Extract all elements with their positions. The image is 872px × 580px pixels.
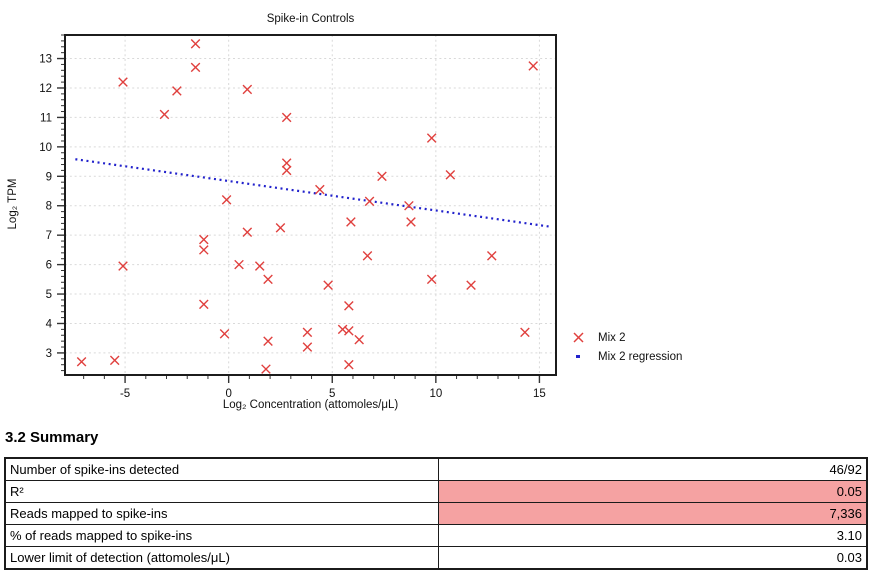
dot-marker-icon — [576, 355, 580, 358]
plot-frame — [64, 34, 557, 376]
data-point-marker — [254, 261, 265, 271]
data-point-marker — [242, 227, 253, 238]
data-point-marker — [337, 324, 348, 335]
metric-value: 46/92 — [438, 457, 868, 481]
data-point-marker — [190, 39, 201, 49]
scatter-plot: -5 0 5 10 15 3 4 5 6 7 8 9 10 11 12 13 — [39, 34, 557, 400]
data-point-marker — [199, 245, 209, 255]
data-point-marker — [172, 86, 182, 96]
y-tick-label: 8 — [46, 201, 52, 213]
data-point-marker — [234, 259, 244, 270]
metric-label: Lower limit of detection (attomoles/μL) — [4, 546, 439, 570]
data-point-marker — [76, 356, 87, 367]
table-row: R² 0.05 — [4, 480, 868, 503]
x-tick-label: 0 — [225, 388, 231, 400]
data-point-marker — [364, 196, 375, 207]
chart-title: Spike-in Controls — [266, 13, 355, 25]
data-point-marker — [426, 274, 437, 285]
data-point-marker — [344, 326, 354, 336]
chart-legend: Mix 2 Mix 2 regression — [572, 328, 682, 366]
y-tick-label: 13 — [39, 54, 52, 66]
data-point-marker — [486, 250, 497, 261]
data-point-marker — [315, 184, 325, 195]
data-point-marker — [109, 355, 120, 366]
data-point-marker — [281, 158, 292, 168]
data-point-marker — [281, 165, 292, 176]
legend-label-mix2: Mix 2 — [598, 331, 626, 344]
x-tick-label: 5 — [329, 388, 335, 400]
metric-label: R² — [4, 480, 439, 503]
data-point-marker — [323, 280, 333, 291]
x-tick-label: 15 — [533, 388, 546, 400]
data-point-marker — [520, 327, 530, 338]
legend-item-mix2: Mix 2 — [572, 328, 682, 347]
x-marker-icon — [573, 332, 584, 343]
data-point-marker — [199, 299, 209, 310]
y-tick-label: 4 — [46, 318, 53, 330]
x-axis-label: Log₂ Concentration (attomoles/μL) — [222, 399, 399, 411]
x-tick-label: -5 — [120, 388, 130, 400]
data-point-marker — [190, 62, 201, 73]
data-point-marker — [377, 171, 387, 182]
summary-table: Number of spike-ins detected 46/92 R² 0.05 R… — [4, 457, 868, 570]
y-tick-label: 11 — [40, 112, 52, 124]
data-point-marker — [404, 200, 414, 211]
table-row: % of reads mapped to spike-ins 3.10 — [4, 524, 868, 547]
y-tick-label: 12 — [39, 83, 52, 95]
table-row: Lower limit of detection (attomoles/μL) 0… — [4, 546, 868, 570]
legend-item-mix2-regression: Mix 2 regression — [572, 347, 682, 366]
data-point-marker — [281, 112, 292, 123]
y-tick-label: 5 — [46, 289, 52, 301]
data-point-marker — [354, 334, 364, 345]
data-point-marker — [302, 327, 313, 338]
y-tick-label: 7 — [46, 230, 52, 242]
metric-value: 3.10 — [438, 524, 868, 547]
legend-label-mix2-regression: Mix 2 regression — [598, 350, 683, 363]
metric-value: 7,336 — [438, 502, 868, 525]
metric-label: % of reads mapped to spike-ins — [4, 524, 439, 547]
data-point-marker — [302, 342, 313, 352]
regression-line — [75, 158, 553, 229]
y-tick-label: 6 — [46, 260, 52, 272]
data-point-marker — [118, 261, 128, 271]
summary-heading: 3.2 Summary — [5, 429, 99, 446]
data-point-marker — [263, 274, 273, 285]
data-point-marker — [362, 250, 373, 261]
metric-value: 0.05 — [438, 480, 868, 503]
y-tick-label: 9 — [46, 171, 52, 183]
metric-label: Number of spike-ins detected — [4, 457, 439, 481]
y-tick-label: 10 — [39, 142, 52, 154]
data-point-marker — [344, 359, 354, 370]
y-axis-label: Log₂ TPM — [7, 178, 19, 230]
data-point-marker — [118, 77, 128, 87]
data-point-marker — [275, 223, 286, 233]
data-point-marker — [221, 195, 232, 205]
data-point-marker — [242, 84, 253, 95]
data-point-marker — [261, 364, 271, 374]
metric-value: 0.03 — [438, 546, 868, 570]
data-point-marker — [528, 61, 539, 71]
data-point-marker — [263, 336, 273, 346]
table-row: Number of spike-ins detected 46/92 — [4, 457, 868, 481]
x-tick-label: 10 — [429, 388, 442, 400]
data-point-marker — [426, 133, 437, 143]
data-point-marker — [346, 217, 356, 227]
data-point-marker — [219, 328, 230, 339]
data-point-marker — [199, 234, 209, 245]
y-tick-label: 3 — [46, 348, 52, 360]
data-point-marker — [406, 217, 416, 227]
data-point-marker — [445, 170, 456, 180]
metric-label: Reads mapped to spike-ins — [4, 502, 439, 525]
data-point-marker — [344, 301, 354, 311]
table-row: Reads mapped to spike-ins 7,336 — [4, 502, 868, 525]
data-point-marker — [159, 109, 170, 120]
data-point-marker — [466, 280, 476, 291]
